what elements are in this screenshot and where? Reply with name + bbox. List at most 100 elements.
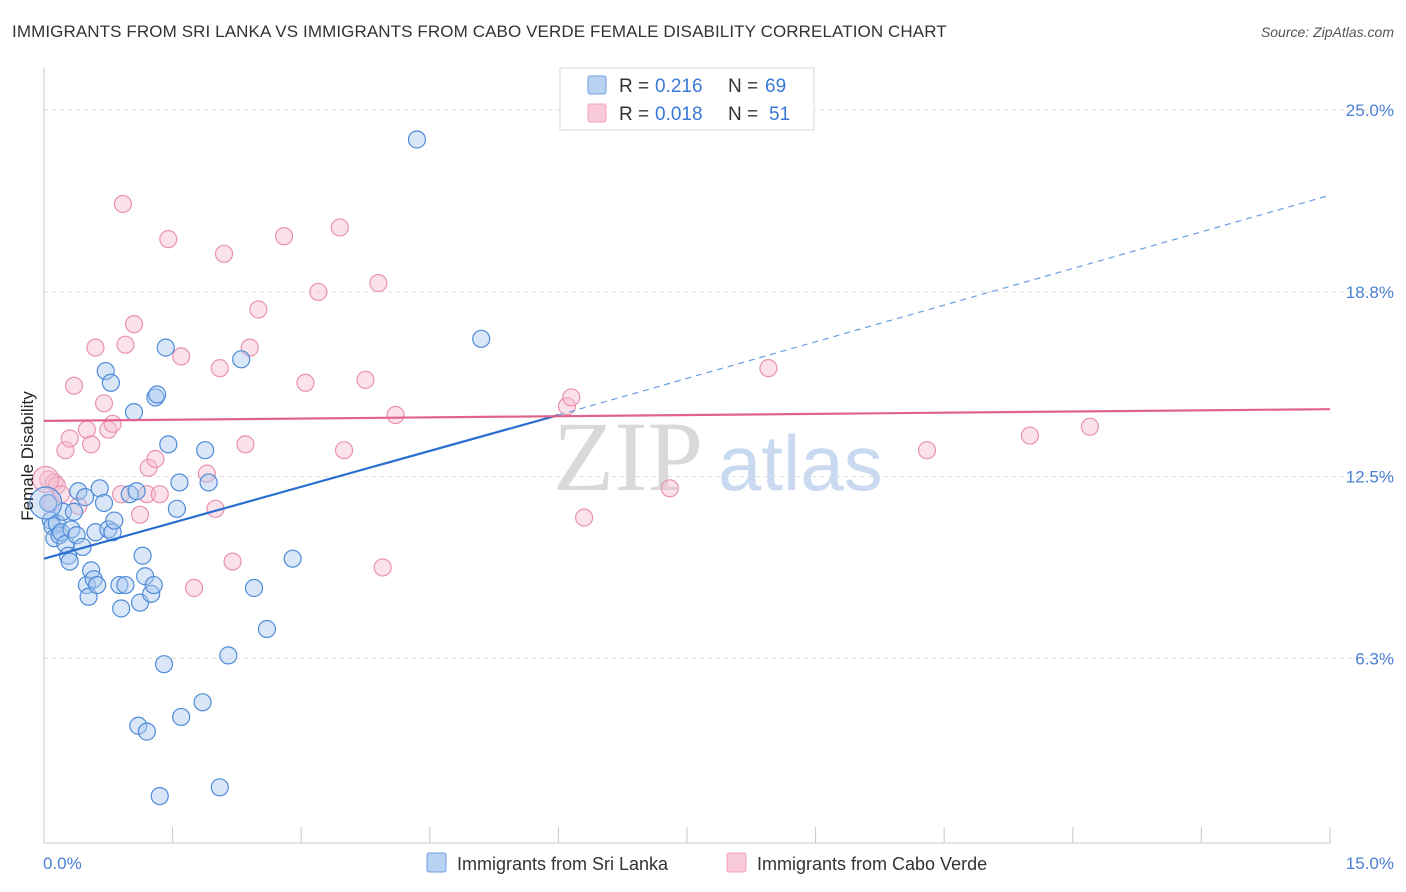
sri-lanka-point xyxy=(101,373,120,392)
sri-lanka-point xyxy=(60,552,79,571)
sri-lanka-point xyxy=(52,523,71,542)
cabo-verde-point xyxy=(309,282,328,302)
sri-lanka-point-cluster xyxy=(29,486,63,520)
sri-lanka-point xyxy=(90,479,109,498)
series-cabo-verde-points xyxy=(32,194,1100,598)
sri-lanka-point xyxy=(105,511,124,530)
cabo-verde-point xyxy=(94,394,114,413)
legend-r-value-1: 0.216 xyxy=(655,76,703,97)
cabo-verde-point xyxy=(236,435,255,454)
cabo-verde-point xyxy=(296,373,315,392)
cabo-verde-point xyxy=(562,388,581,407)
sri-lanka-point xyxy=(159,435,178,454)
sri-lanka-point xyxy=(62,520,81,539)
cabo-verde-point xyxy=(1080,417,1100,436)
cabo-verde-point xyxy=(759,359,778,378)
cabo-verde-point xyxy=(103,414,122,433)
series-legend: Immigrants from Sri Lanka Immigrants fro… xyxy=(426,852,987,874)
correlation-legend: R = 0.216 N = 69 R = 0.018 N = 51 xyxy=(559,67,815,131)
cabo-verde-point xyxy=(146,449,165,469)
sri-lanka-point xyxy=(407,130,427,149)
sri-lanka-point xyxy=(144,575,163,595)
cabo-verde-point xyxy=(159,230,178,249)
cabo-verde-point-cluster xyxy=(32,465,60,494)
sri-lanka-point xyxy=(103,523,122,542)
bottom-legend-label-sri-lanka: Immigrants from Sri Lanka xyxy=(457,854,669,874)
sri-lanka-point xyxy=(283,549,302,568)
sri-lanka-point xyxy=(154,655,174,674)
cabo-verde-point xyxy=(356,370,375,389)
cabo-verde-point xyxy=(210,359,229,378)
cabo-verde-point xyxy=(86,338,105,357)
legend-r-label-1: R = xyxy=(619,76,649,97)
bottom-legend-swatch-pink xyxy=(726,852,747,873)
x-tick-label-min: 0.0% xyxy=(43,854,82,873)
series-sri-lanka-points xyxy=(29,130,491,806)
cabo-verde-point xyxy=(172,347,191,366)
y-axis-label: Female Disability xyxy=(18,391,37,521)
sri-lanka-point xyxy=(156,338,175,357)
cabo-verde-point xyxy=(130,505,150,524)
sri-lanka-point xyxy=(96,361,115,381)
sri-lanka-point xyxy=(137,722,156,741)
cabo-verde-point xyxy=(56,441,75,460)
sri-lanka-point xyxy=(219,646,238,665)
legend-swatch-blue xyxy=(587,75,607,95)
cabo-verde-point xyxy=(214,244,234,263)
cabo-verde-point xyxy=(373,558,392,577)
y-tick-label: 18.8% xyxy=(1346,283,1394,302)
sri-lanka-point xyxy=(133,546,152,565)
cabo-verde-point xyxy=(82,435,101,454)
y-tick-labels: 6.3% 12.5% 18.8% 25.0% xyxy=(1346,101,1394,668)
sri-lanka-point xyxy=(84,570,103,589)
cabo-verde-point xyxy=(116,335,135,354)
legend-n-label-2: N = xyxy=(728,104,758,125)
cabo-verde-point xyxy=(113,194,132,214)
sri-lanka-point xyxy=(257,619,277,639)
sri-lanka-point xyxy=(210,778,229,797)
legend-swatch-pink xyxy=(587,103,607,123)
sri-lanka-trend-extension xyxy=(558,194,1331,416)
cabo-verde-point xyxy=(223,552,242,571)
cabo-verde-point xyxy=(184,578,204,598)
sri-lanka-point xyxy=(67,526,86,545)
sri-lanka-point xyxy=(124,402,144,422)
cabo-verde-point xyxy=(150,485,169,504)
cabo-verde-point xyxy=(369,274,388,293)
sri-lanka-point xyxy=(76,488,95,507)
sri-lanka-point xyxy=(196,441,215,460)
sri-lanka-point xyxy=(170,473,189,492)
grid-lines xyxy=(44,109,1393,659)
watermark-zip: ZIP xyxy=(553,401,703,512)
source-credit: Source: ZipAtlas.com xyxy=(1260,24,1394,40)
cabo-verde-point xyxy=(274,227,294,246)
trend-lines xyxy=(43,194,1331,560)
legend-n-value-2: 51 xyxy=(769,104,790,125)
cabo-verde-point xyxy=(124,315,144,334)
sri-lanka-point xyxy=(64,502,84,521)
y-tick-label: 6.3% xyxy=(1355,649,1394,668)
sri-lanka-point xyxy=(39,493,58,513)
chart-title: IMMIGRANTS FROM SRI LANKA VS IMMIGRANTS … xyxy=(12,22,947,41)
sri-lanka-point xyxy=(193,693,212,712)
cabo-verde-point xyxy=(1020,426,1040,445)
sri-lanka-point xyxy=(94,493,114,513)
sri-lanka-point xyxy=(88,575,107,595)
sri-lanka-trend-line xyxy=(43,413,559,560)
axes xyxy=(43,68,1331,844)
cabo-verde-point xyxy=(249,300,268,319)
y-tick-label: 12.5% xyxy=(1346,468,1394,487)
cabo-verde-point xyxy=(557,397,577,416)
cabo-verde-point xyxy=(660,479,679,498)
cabo-verde-point xyxy=(64,376,84,395)
sri-lanka-point xyxy=(127,482,146,501)
cabo-verde-point xyxy=(60,429,79,448)
legend-r-value-2: 0.018 xyxy=(655,104,703,125)
bottom-legend-swatch-blue xyxy=(426,852,447,873)
cabo-verde-point xyxy=(386,405,405,425)
bottom-legend-label-cabo-verde: Immigrants from Cabo Verde xyxy=(757,854,987,874)
legend-r-label-2: R = xyxy=(619,104,649,125)
sri-lanka-point xyxy=(232,350,251,369)
sri-lanka-point xyxy=(172,707,191,727)
